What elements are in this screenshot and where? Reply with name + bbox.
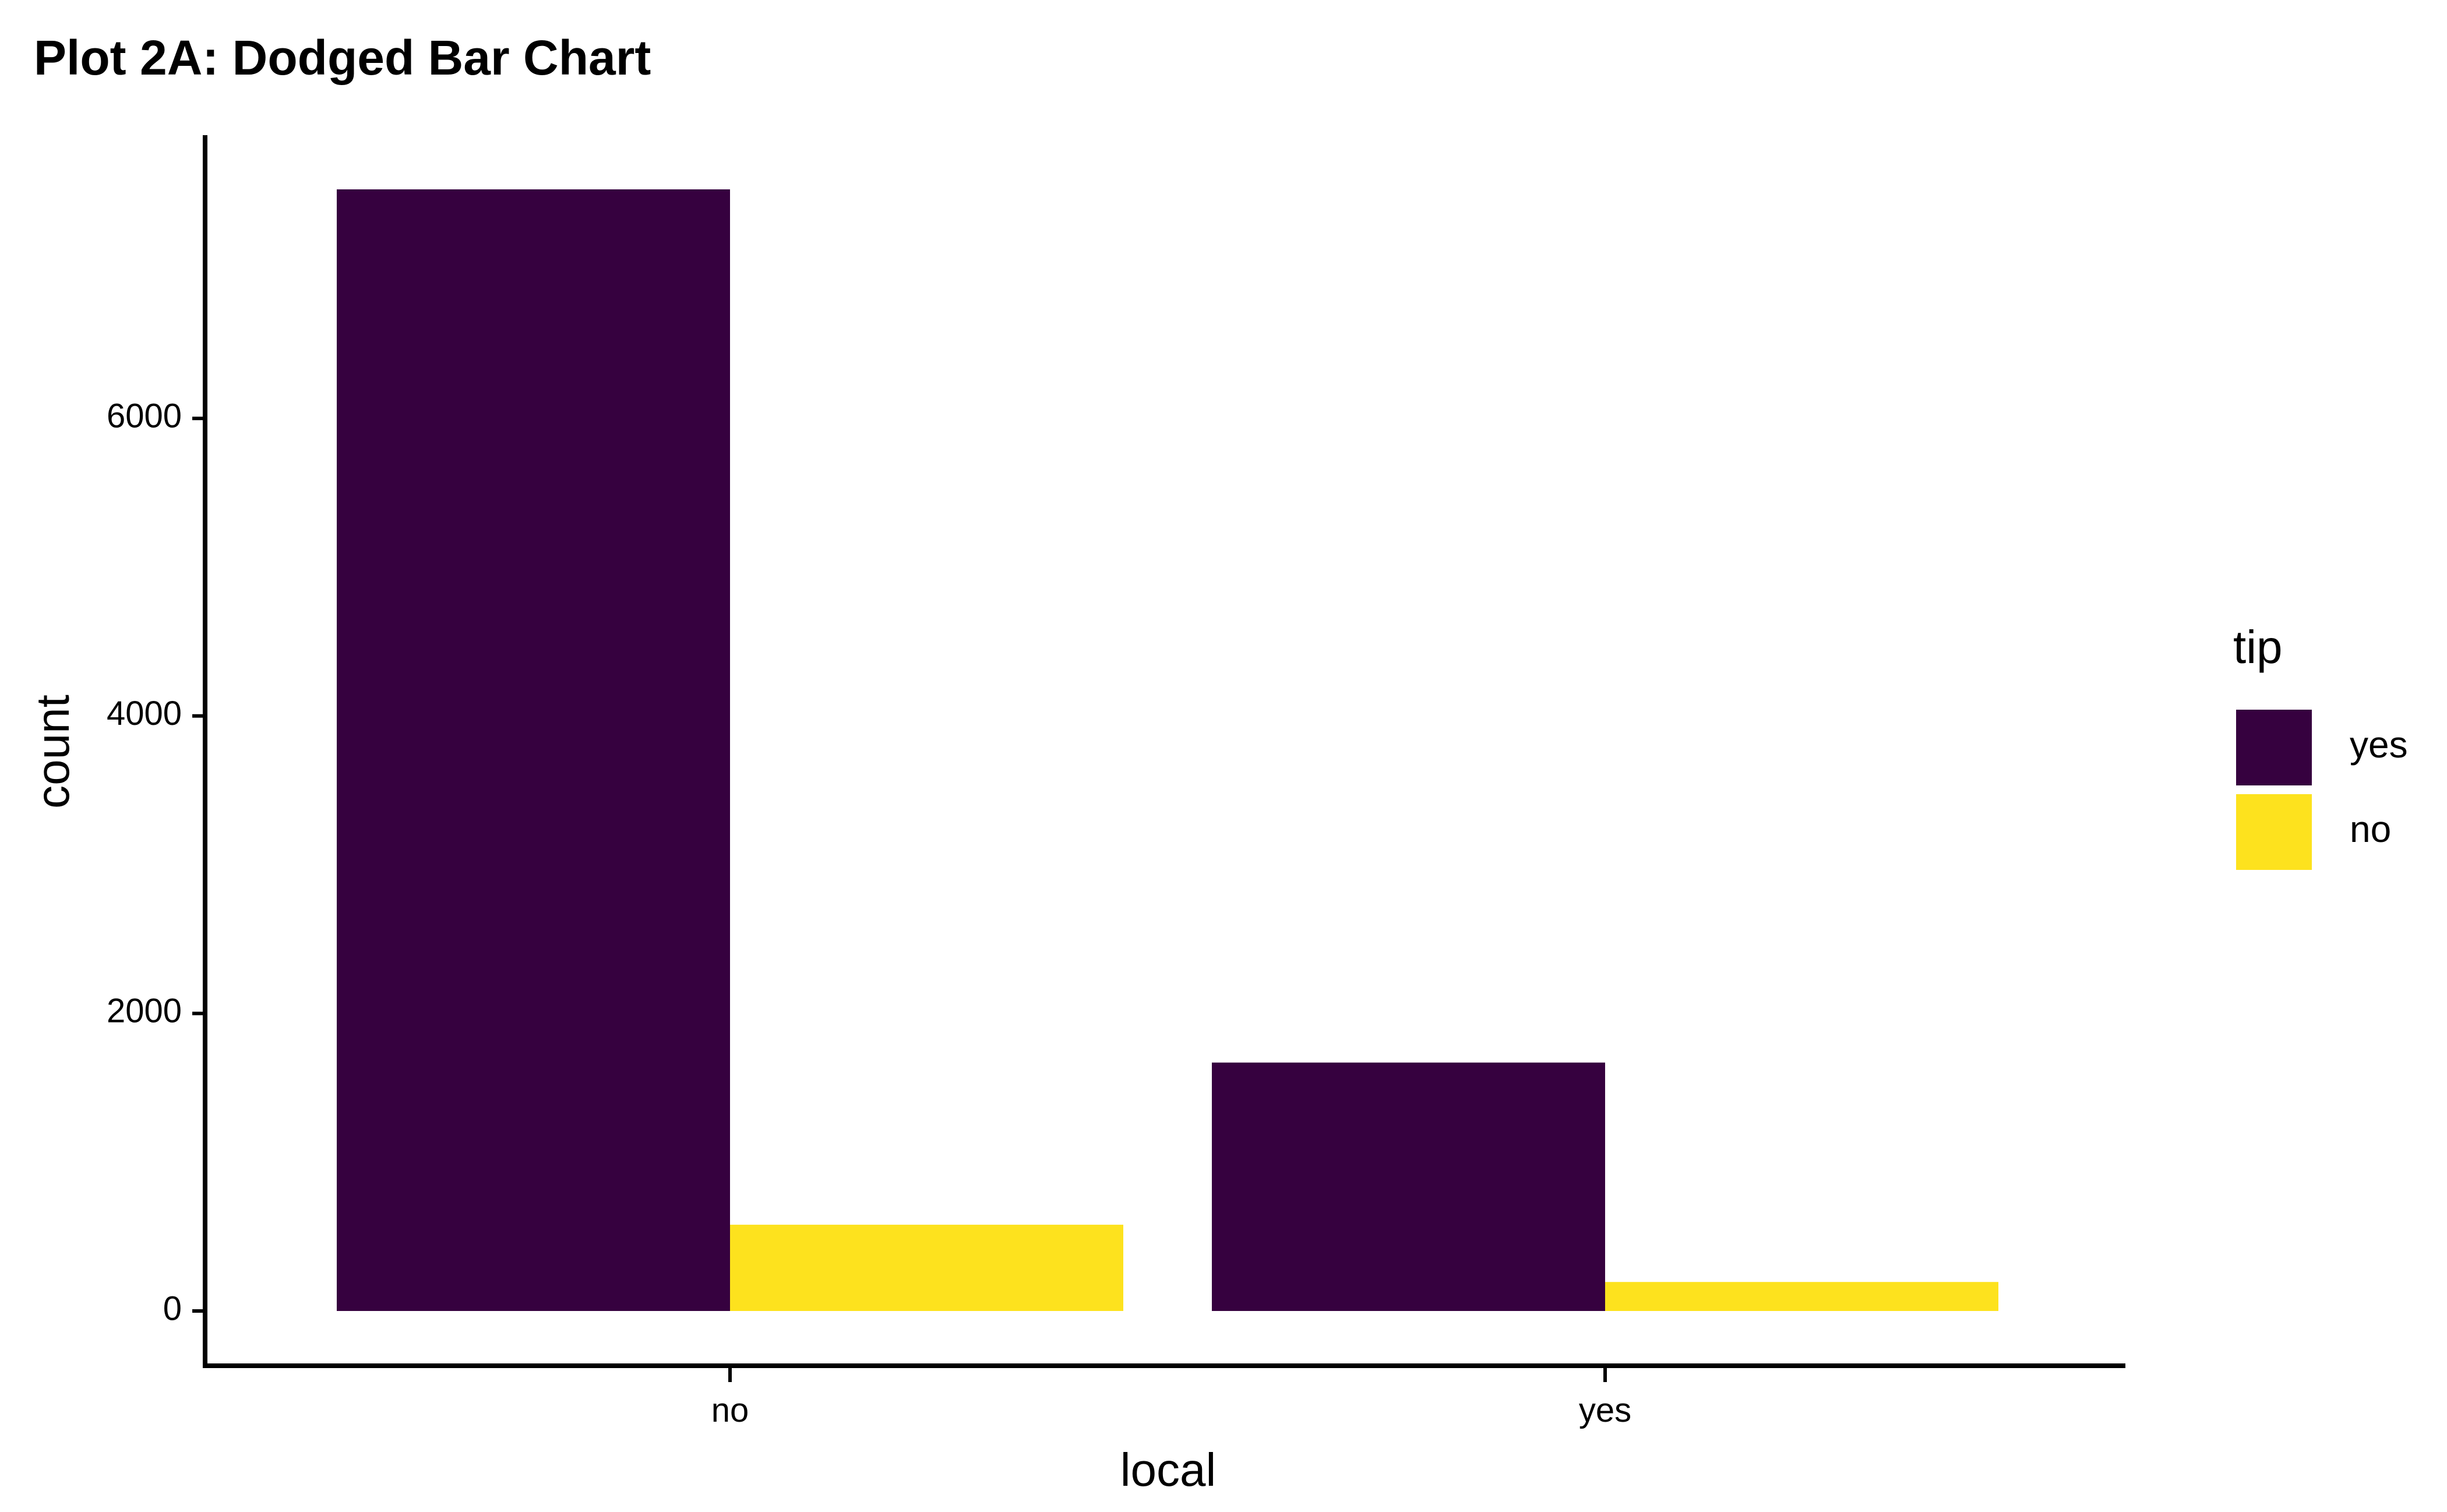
bar-yes-no bbox=[1605, 1282, 1998, 1311]
y-axis-title: count bbox=[27, 695, 79, 809]
bars-layer bbox=[337, 189, 1998, 1311]
chart-title: Plot 2A: Dodged Bar Chart bbox=[34, 30, 651, 85]
y-tick-label: 6000 bbox=[107, 397, 182, 435]
legend-title: tip bbox=[2233, 621, 2283, 673]
bar-no-yes bbox=[337, 189, 730, 1311]
legend: tip yes no bbox=[2233, 621, 2408, 870]
x-axis-title: local bbox=[1120, 1444, 1217, 1496]
legend-label-no: no bbox=[2350, 808, 2391, 850]
legend-key-no bbox=[2236, 794, 2312, 870]
x-tick-label: no bbox=[711, 1391, 749, 1429]
x-ticks-layer: no yes bbox=[711, 1366, 1631, 1429]
legend-items: yes no bbox=[2236, 710, 2408, 870]
bar-yes-yes bbox=[1212, 1062, 1605, 1311]
bar-no-no bbox=[730, 1224, 1123, 1311]
x-tick-label: yes bbox=[1579, 1391, 1631, 1429]
y-tick-label: 0 bbox=[163, 1289, 182, 1327]
y-ticks-layer: 0 2000 4000 6000 bbox=[107, 397, 205, 1327]
legend-label-yes: yes bbox=[2350, 724, 2408, 766]
y-tick-label: 2000 bbox=[107, 992, 182, 1030]
legend-key-yes bbox=[2236, 710, 2312, 785]
y-tick-label: 4000 bbox=[107, 695, 182, 732]
